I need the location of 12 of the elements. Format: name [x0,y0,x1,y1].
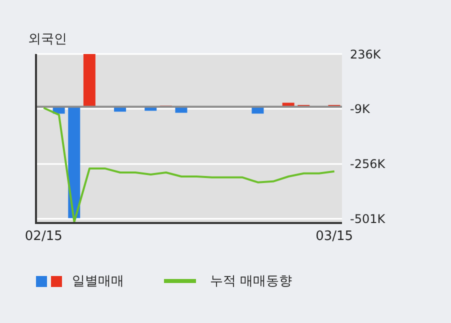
legend-label: 누적 매매동향 [210,273,292,290]
x-tick-label: 03/15 [316,229,354,244]
y-tick-label: -9K [350,102,371,116]
y-tick-label: -501K [350,212,386,226]
bar [83,54,96,107]
x-tick-label: 02/15 [24,229,62,244]
legend-label: 일별매매 [72,273,124,290]
line-series [42,106,336,223]
chart-title: 외국인 [28,31,67,48]
y-tick-label: -256K [350,157,386,172]
bar [68,106,80,218]
y-tick-label: 236K [350,47,382,62]
